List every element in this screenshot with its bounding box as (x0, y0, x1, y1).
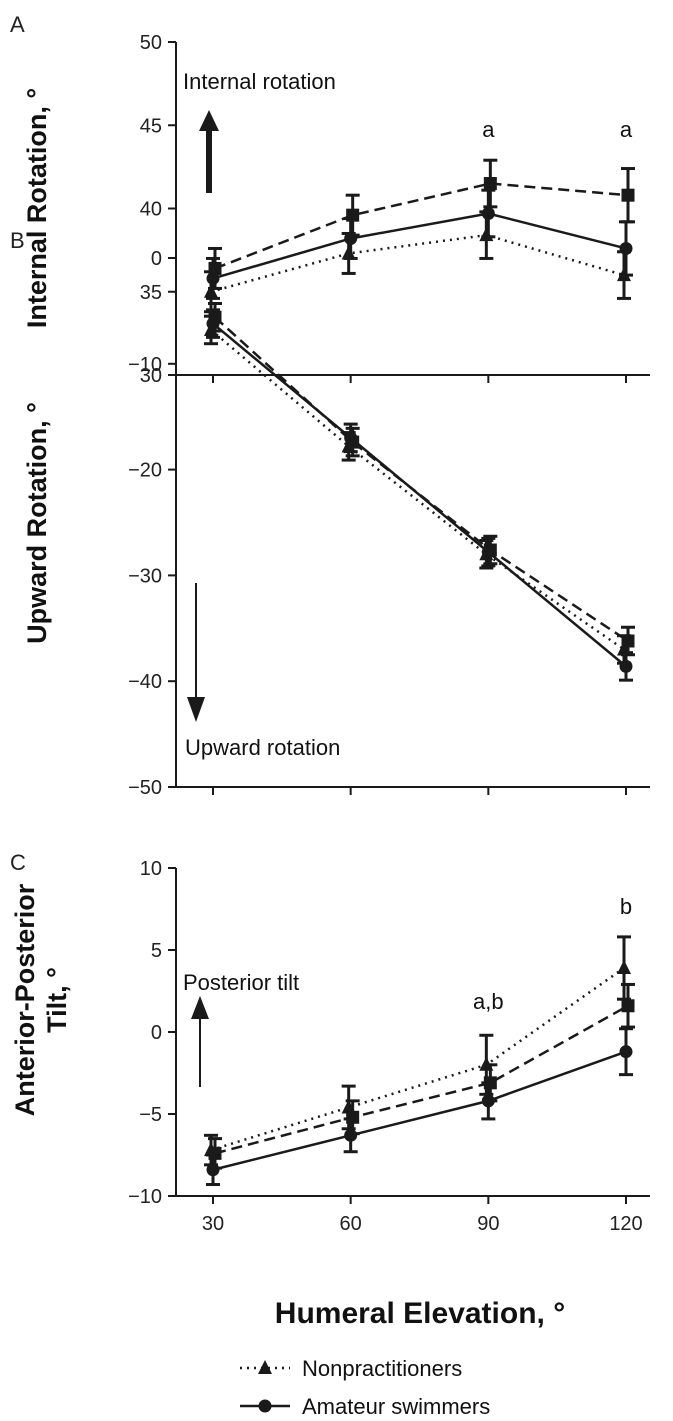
legend-marker (258, 1399, 272, 1413)
arrow-label-b: Upward rotation (185, 735, 340, 760)
data-point (479, 227, 494, 242)
legend-label: Amateur swimmers (302, 1394, 490, 1419)
data-point (206, 1163, 220, 1177)
y-tick-label: 30 (140, 365, 162, 387)
arrow-up-a-icon (199, 110, 219, 193)
y-axis-label-b: Upward Rotation, ° (22, 402, 52, 644)
x-tick-label: 30 (202, 1213, 224, 1235)
significance-annotation: a,b (473, 989, 504, 1014)
series-competitive-swimmers (208, 158, 635, 290)
significance-annotation: a (620, 117, 633, 142)
data-point (617, 960, 631, 975)
series-amateur-swimmers (206, 188, 633, 300)
series-amateur-swimmers (206, 1027, 633, 1187)
y-axis-label-c-line2: Tilt, ° (42, 967, 72, 1033)
y-tick-label: 45 (140, 115, 162, 137)
y-tick-label: 40 (140, 199, 162, 221)
significance-annotation: a (482, 117, 495, 142)
data-point (483, 1076, 497, 1090)
legend-item: Amateur swimmers (240, 1394, 490, 1419)
data-point (344, 1128, 358, 1142)
data-point (208, 261, 222, 275)
panel-letter-b: B (10, 228, 25, 253)
y-tick-label: −20 (128, 460, 162, 482)
series-line (212, 322, 627, 668)
data-point (621, 634, 635, 648)
data-point (481, 206, 495, 220)
y-tick-label: −40 (128, 671, 162, 693)
y-tick-label: 0 (151, 1022, 162, 1044)
arrow-label-c: Posterior tilt (183, 970, 299, 995)
panel-b-plot: −50 −40 −30 −20 −10 0 (128, 248, 650, 799)
panel-a-plot: 30 35 40 45 50 a a (140, 32, 650, 387)
data-point (619, 241, 633, 255)
data-point (483, 177, 497, 191)
panel-letter-a: A (10, 12, 25, 37)
arrow-label-a: Internal rotation (183, 69, 336, 94)
series-line (210, 233, 625, 293)
series-line (212, 1050, 627, 1171)
data-point (346, 1110, 360, 1124)
data-point (483, 543, 497, 557)
panel-c-plot: −10 −5 0 5 10 30 60 90 120 a,b b (128, 858, 650, 1235)
significance-annotation: b (620, 894, 632, 919)
data-point (621, 999, 635, 1013)
y-tick-label: 10 (140, 858, 162, 880)
series-competitive-swimmers (208, 301, 635, 657)
x-tick-label: 120 (609, 1213, 642, 1235)
data-point (208, 1146, 222, 1160)
data-point (619, 1045, 633, 1059)
y-axis-label-c-line1: Anterior-Posterior (10, 883, 40, 1116)
y-tick-label: −5 (139, 1104, 162, 1126)
series-line (210, 967, 625, 1152)
y-tick-label: −10 (128, 354, 162, 376)
series-amateur-swimmers (206, 308, 633, 682)
y-tick-label: −10 (128, 1186, 162, 1208)
arrow-up-c-icon (191, 996, 209, 1087)
x-axis-label: Humeral Elevation, ° (275, 1297, 565, 1330)
series-line (214, 182, 629, 270)
data-point (619, 659, 633, 673)
x-tick-label: 60 (340, 1213, 362, 1235)
data-point (346, 208, 360, 222)
panel-letter-c: C (10, 850, 26, 875)
y-tick-label: 5 (151, 940, 162, 962)
data-point (621, 188, 635, 202)
series-competitive-swimmers (208, 982, 635, 1170)
legend-label: Nonpractitioners (302, 1356, 462, 1381)
y-tick-label: −30 (128, 565, 162, 587)
series-line (214, 1004, 629, 1155)
data-point (346, 435, 360, 449)
y-tick-label: 0 (151, 248, 162, 270)
series-line (214, 316, 629, 643)
x-tick-label: 90 (477, 1213, 499, 1235)
y-tick-label: 35 (140, 282, 162, 304)
data-point (208, 310, 222, 324)
arrow-down-b-icon (187, 583, 205, 722)
y-axis-label-a: Internal Rotation, ° (22, 88, 52, 328)
y-tick-label: 50 (140, 32, 162, 54)
series-line (212, 212, 627, 280)
legend-marker (258, 1360, 272, 1374)
series-line (210, 328, 625, 651)
legend-item: Nonpractitioners (240, 1356, 462, 1381)
y-tick-label: −50 (128, 777, 162, 799)
